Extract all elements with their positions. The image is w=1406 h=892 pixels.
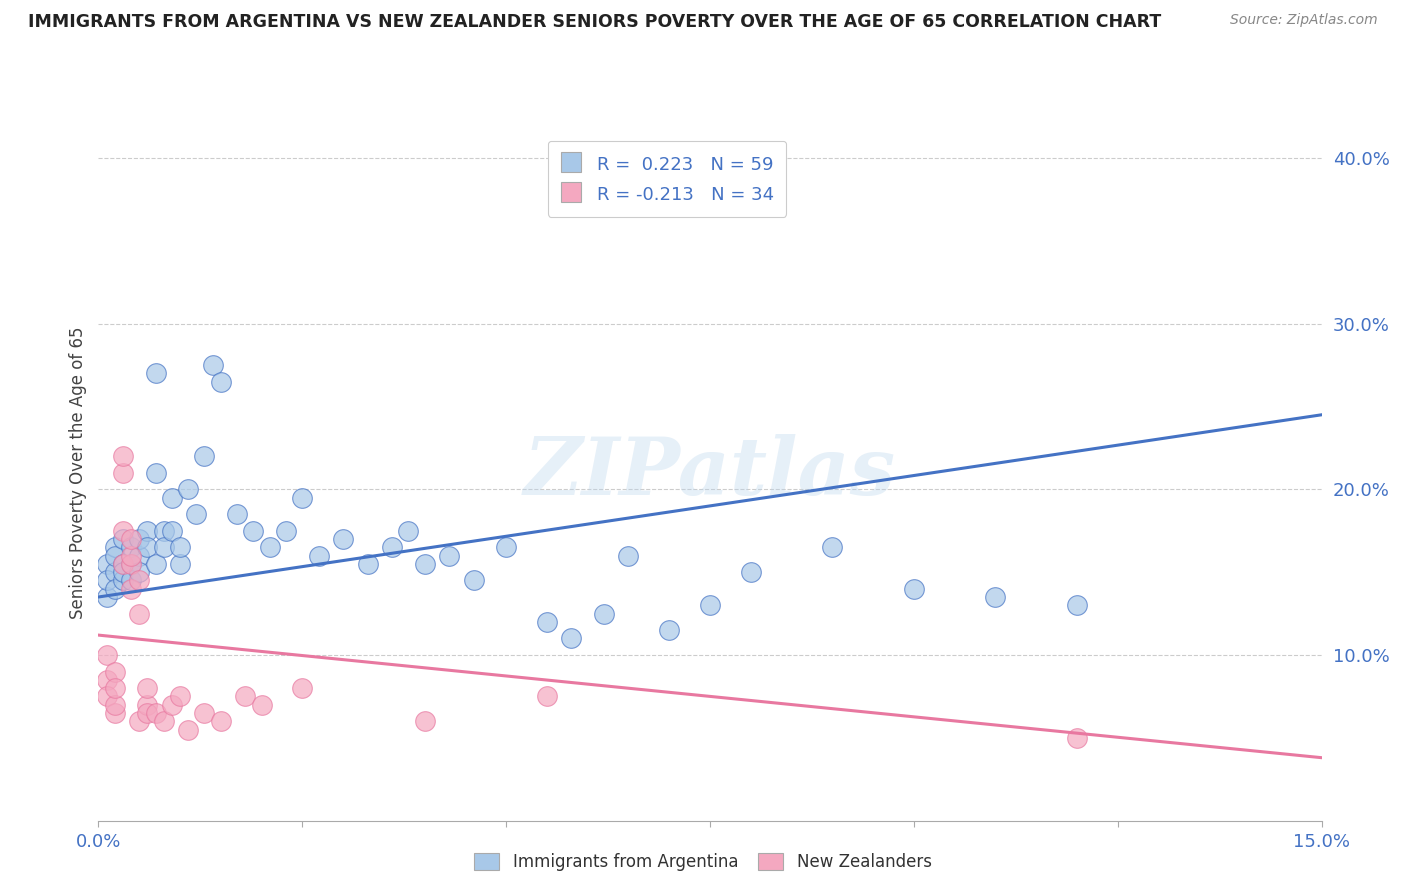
Legend: R =  0.223   N = 59, R = -0.213   N = 34: R = 0.223 N = 59, R = -0.213 N = 34 [548, 141, 786, 217]
Point [120, 532, 142, 546]
Point [120, 557, 142, 571]
Point [560, 632, 582, 646]
Point [128, 549, 150, 563]
Point [984, 590, 1007, 604]
Point [1066, 731, 1088, 745]
Point [169, 690, 191, 704]
Point [136, 698, 159, 712]
Y-axis label: Seniors Poverty Over the Age of 65: Seniors Poverty Over the Age of 65 [69, 326, 87, 619]
Point [104, 541, 127, 555]
Point [233, 690, 256, 704]
Text: IMMIGRANTS FROM ARGENTINA VS NEW ZEALANDER SENIORS POVERTY OVER THE AGE OF 65 CO: IMMIGRANTS FROM ARGENTINA VS NEW ZEALAND… [28, 13, 1161, 31]
Point [495, 541, 517, 555]
Point [536, 690, 558, 704]
Point [104, 698, 127, 712]
Point [111, 557, 134, 571]
Point [128, 565, 150, 579]
Point [291, 681, 314, 695]
Point [145, 557, 167, 571]
Point [186, 507, 208, 521]
Point [104, 565, 127, 579]
Point [250, 698, 273, 712]
Point [413, 557, 436, 571]
Point [128, 714, 150, 729]
Point [111, 532, 134, 546]
Point [740, 565, 762, 579]
Point [160, 524, 183, 538]
Point [658, 623, 681, 637]
Point [160, 491, 183, 505]
Point [128, 574, 150, 588]
Point [226, 507, 249, 521]
Point [145, 367, 167, 381]
Point [96, 574, 118, 588]
Point [413, 714, 436, 729]
Point [201, 358, 224, 372]
Point [104, 549, 127, 563]
Point [136, 681, 159, 695]
Point [903, 582, 925, 596]
Point [136, 541, 159, 555]
Point [617, 549, 640, 563]
Point [96, 557, 118, 571]
Point [111, 557, 134, 571]
Point [111, 449, 134, 463]
Point [177, 483, 200, 497]
Point [120, 541, 142, 555]
Point [128, 532, 150, 546]
Point [593, 607, 616, 621]
Point [111, 524, 134, 538]
Legend: Immigrants from Argentina, New Zealanders: Immigrants from Argentina, New Zealander… [465, 845, 941, 880]
Point [1066, 599, 1088, 613]
Point [699, 599, 721, 613]
Text: Source: ZipAtlas.com: Source: ZipAtlas.com [1230, 13, 1378, 28]
Point [111, 565, 134, 579]
Point [104, 582, 127, 596]
Point [128, 607, 150, 621]
Point [120, 582, 142, 596]
Point [209, 714, 232, 729]
Point [145, 706, 167, 720]
Point [242, 524, 264, 538]
Point [177, 723, 200, 737]
Point [332, 532, 354, 546]
Point [463, 574, 485, 588]
Point [356, 557, 378, 571]
Text: ZIPatlas: ZIPatlas [524, 434, 896, 511]
Point [96, 690, 118, 704]
Point [160, 698, 183, 712]
Point [536, 615, 558, 629]
Point [104, 706, 127, 720]
Point [104, 665, 127, 679]
Point [96, 590, 118, 604]
Point [152, 541, 174, 555]
Point [152, 714, 174, 729]
Point [145, 466, 167, 480]
Point [96, 648, 118, 662]
Point [381, 541, 404, 555]
Point [120, 557, 142, 571]
Point [821, 541, 844, 555]
Point [96, 673, 118, 687]
Point [396, 524, 419, 538]
Point [274, 524, 297, 538]
Point [169, 557, 191, 571]
Point [291, 491, 314, 505]
Point [152, 524, 174, 538]
Point [111, 466, 134, 480]
Point [120, 549, 142, 563]
Point [308, 549, 330, 563]
Point [169, 541, 191, 555]
Point [136, 706, 159, 720]
Point [259, 541, 281, 555]
Point [104, 681, 127, 695]
Point [437, 549, 460, 563]
Point [111, 574, 134, 588]
Point [120, 574, 142, 588]
Point [136, 524, 159, 538]
Point [193, 449, 215, 463]
Point [209, 375, 232, 389]
Point [193, 706, 215, 720]
